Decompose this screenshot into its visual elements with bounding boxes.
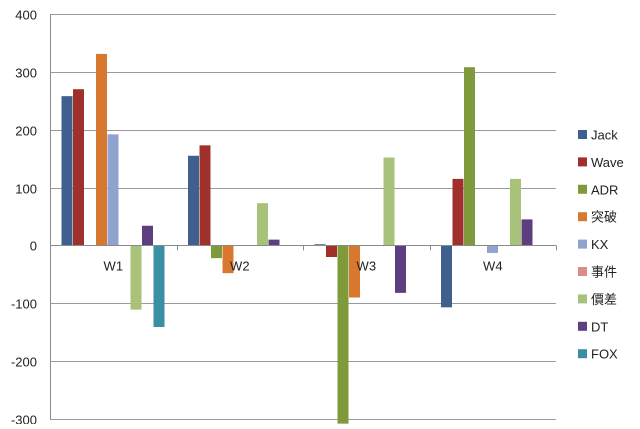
legend-label: Jack (591, 128, 618, 143)
legend-label: 事件 (591, 265, 617, 280)
bar (487, 245, 498, 253)
bar (395, 245, 406, 293)
y-tick-label: 100 (15, 182, 37, 197)
bar (326, 245, 337, 257)
bar (521, 219, 533, 246)
bar (314, 244, 326, 246)
legend-swatch (578, 184, 587, 194)
bar (96, 53, 107, 246)
legend-label: FOX (591, 347, 618, 362)
gridlines (50, 14, 556, 420)
bar (188, 155, 199, 246)
bar (257, 203, 268, 246)
bar (349, 245, 360, 298)
y-tick-label: 400 (15, 8, 37, 23)
legend-swatch (578, 130, 587, 139)
x-tick-label: W3 (357, 258, 377, 273)
bar (61, 96, 73, 246)
bar (222, 245, 234, 274)
bar (464, 67, 475, 246)
bar (107, 134, 119, 246)
bar (452, 178, 464, 246)
legend-label: Wave (591, 155, 624, 170)
legend-label: 價差 (591, 292, 617, 307)
bar (73, 89, 84, 246)
legend-swatch (578, 349, 587, 359)
legend-label: 突破 (591, 210, 617, 225)
bar (268, 239, 280, 246)
y-tick-label: -300 (11, 413, 37, 425)
x-tick-label: W1 (104, 258, 124, 273)
y-tick-label: 0 (30, 239, 37, 254)
bar (337, 245, 349, 424)
bar (142, 225, 153, 246)
y-tick-label: -200 (11, 355, 37, 370)
legend-label: DT (591, 319, 608, 334)
legend-swatch (578, 267, 587, 276)
bar (199, 145, 211, 246)
x-tick-label: W2 (230, 258, 250, 273)
bar (153, 245, 165, 328)
bar (383, 157, 395, 246)
legend-swatch (578, 321, 587, 331)
y-tick-label: 300 (15, 66, 37, 81)
bar (130, 245, 142, 310)
legend-swatch (578, 212, 587, 222)
bar (211, 245, 222, 259)
legend-label: KX (591, 237, 609, 252)
y-tick-label: 200 (15, 124, 37, 139)
bars (61, 53, 533, 424)
x-tick-label: W4 (483, 258, 503, 273)
legend-label: ADR (591, 182, 618, 197)
axes: -300 -200 -100 0 100 200 300 400 W1 W2 W3 W4 (11, 8, 557, 428)
bar (441, 245, 452, 308)
legend-swatch (578, 294, 587, 304)
legend-swatch (578, 239, 587, 249)
y-tick-label: -100 (11, 297, 37, 312)
legend-swatch (578, 157, 587, 167)
bar (510, 178, 521, 246)
